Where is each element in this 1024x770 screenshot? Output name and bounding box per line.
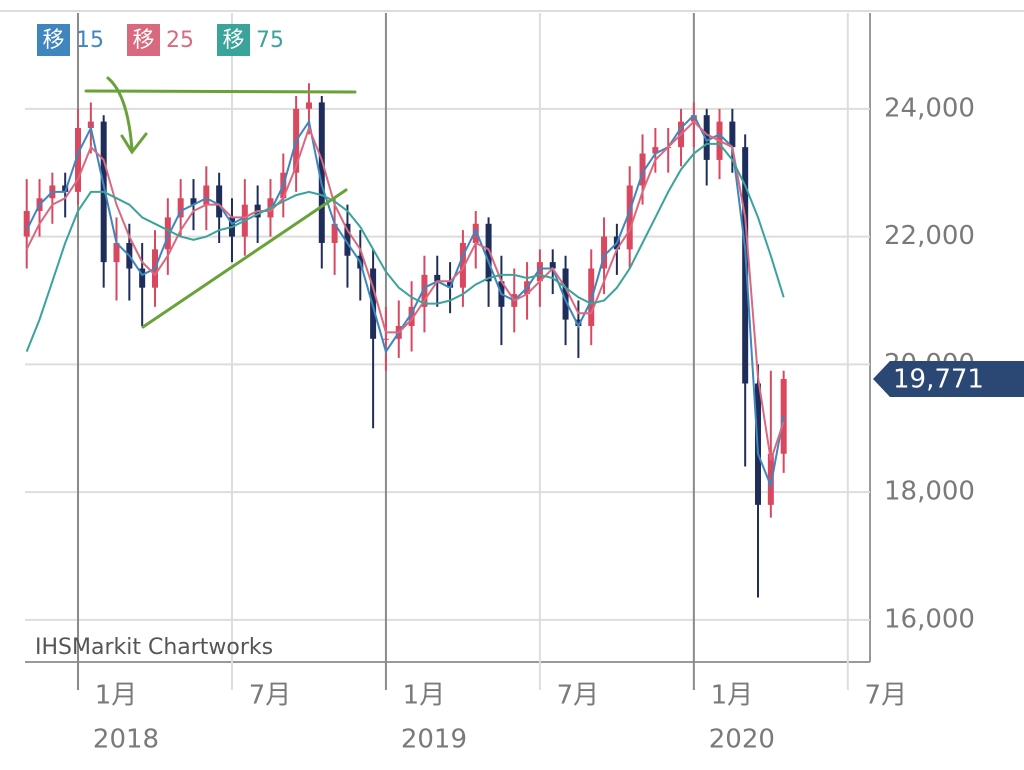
annotation-arrow	[106, 76, 148, 155]
legend-label: 25	[166, 28, 194, 53]
legend-marker: 移	[132, 28, 154, 53]
candle-body	[639, 153, 646, 186]
y-tick-label: 18,000	[884, 477, 975, 507]
candle-body	[75, 127, 82, 192]
candle-body	[382, 338, 389, 340]
candle-body	[729, 121, 736, 148]
candle-body	[601, 236, 608, 269]
legend-swatch	[217, 24, 250, 56]
candle-body	[652, 147, 659, 154]
candle-body	[536, 262, 543, 282]
candle-body	[331, 223, 338, 243]
candle-body	[626, 185, 633, 250]
ma-line	[25, 142, 785, 352]
grid	[25, 13, 871, 690]
annotations	[84, 76, 357, 329]
legend: 移 15 移 25 移 75	[37, 24, 284, 56]
candle-body	[447, 281, 454, 288]
candle-body	[472, 223, 479, 243]
candle-body	[434, 274, 441, 282]
y-tick-label: 22,000	[884, 221, 975, 251]
legend-swatch	[37, 24, 70, 56]
candle-body	[408, 306, 415, 327]
candle-body	[575, 319, 582, 327]
x-tick-label: 7月	[249, 681, 292, 711]
candle-body	[190, 198, 197, 205]
candle-body	[703, 115, 710, 160]
candle-body	[344, 223, 351, 256]
x-year-label: 2020	[709, 725, 775, 755]
candle-body	[177, 198, 184, 218]
annotation-line	[141, 188, 348, 329]
y-tick-label: 16,000	[884, 604, 975, 634]
legend-marker: 移	[222, 28, 244, 53]
candle-body	[690, 115, 697, 122]
x-tick-label: 1月	[95, 681, 138, 711]
marks	[23, 83, 787, 598]
candle-body	[421, 274, 428, 307]
x-year-label: 2019	[401, 725, 467, 755]
candle-body	[203, 185, 210, 205]
candle-body	[139, 268, 146, 288]
candle-body	[485, 223, 492, 282]
candle-body	[549, 262, 556, 269]
candle-body	[23, 211, 30, 237]
candle-body	[742, 147, 749, 384]
candle-body	[305, 102, 312, 109]
x-tick-label: 1月	[711, 681, 754, 711]
legend-marker: 移	[42, 28, 64, 53]
candle-body	[318, 102, 325, 243]
watermark: IHSMarkit Chartworks	[35, 635, 273, 660]
legend-swatch	[127, 24, 160, 56]
ma-line	[25, 113, 785, 490]
legend-label: 15	[76, 28, 104, 53]
candle-body	[164, 217, 171, 250]
candle-body	[459, 242, 466, 288]
candle-body	[216, 185, 223, 218]
candle-body	[767, 453, 774, 505]
x-year-label: 2018	[93, 725, 159, 755]
candle-body	[562, 268, 569, 320]
candle-body	[62, 185, 69, 192]
last-price-label: 19,771	[893, 364, 984, 394]
last-price-tag	[873, 360, 1024, 397]
annotation-line	[84, 89, 357, 94]
candle-body	[113, 242, 120, 263]
y-tick-label: 24,000	[884, 93, 975, 123]
ma-line	[25, 120, 785, 461]
x-tick-label: 7月	[557, 681, 600, 711]
candle-body	[87, 121, 94, 128]
legend-label: 75	[256, 28, 284, 53]
axis: 16,00018,00020,00022,00024,0001月20187月1月…	[93, 93, 1024, 755]
x-tick-label: 1月	[403, 681, 446, 711]
x-tick-label: 7月	[865, 681, 908, 711]
